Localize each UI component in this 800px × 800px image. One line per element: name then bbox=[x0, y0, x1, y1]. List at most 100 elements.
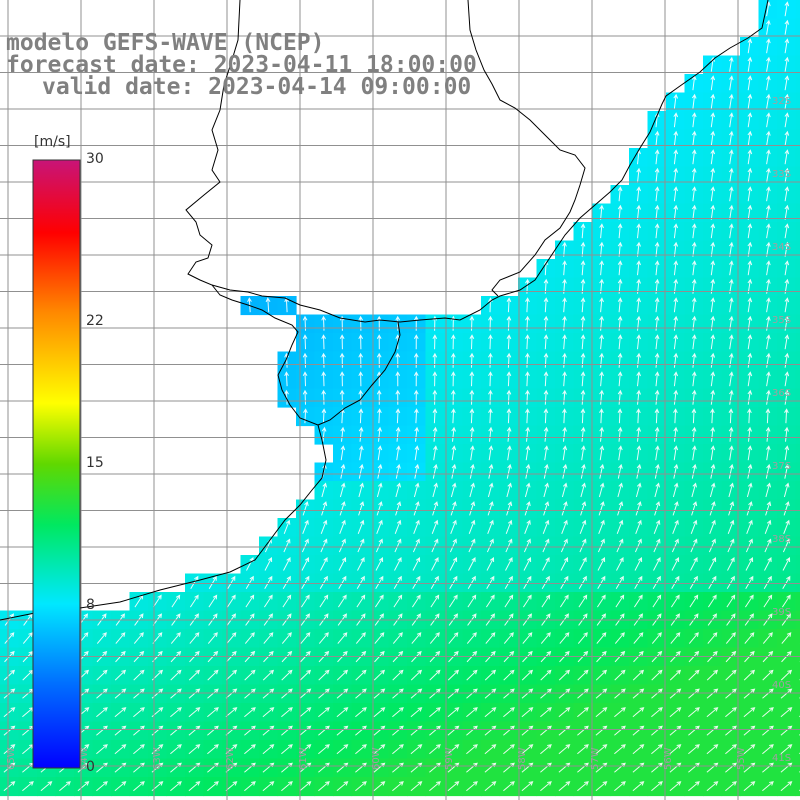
wind-arrow bbox=[562, 408, 567, 424]
wind-arrow bbox=[617, 204, 623, 220]
wind-arrow bbox=[689, 575, 698, 590]
wind-arrow bbox=[747, 352, 753, 368]
wind-arrow bbox=[654, 297, 660, 313]
wind-arrow bbox=[558, 744, 571, 755]
wind-arrow bbox=[208, 575, 217, 590]
wind-arrow bbox=[395, 463, 401, 479]
wind-arrow bbox=[468, 557, 476, 571]
wind-arrow bbox=[299, 669, 312, 681]
wind-arrow bbox=[673, 241, 679, 257]
wind-arrow bbox=[651, 707, 663, 718]
wind-arrow bbox=[747, 38, 753, 54]
wind-arrow bbox=[673, 297, 679, 313]
wind-arrow bbox=[614, 632, 625, 644]
wind-arrow bbox=[617, 463, 623, 479]
wind-arrow bbox=[747, 186, 753, 202]
wind-arrow bbox=[577, 632, 588, 644]
wind-arrow bbox=[244, 781, 256, 792]
wind-arrow bbox=[744, 594, 754, 608]
wind-arrow bbox=[654, 426, 660, 442]
wind-arrow bbox=[374, 632, 385, 644]
wind-arrow bbox=[507, 445, 512, 461]
wind-arrow bbox=[766, 19, 771, 35]
wind-arrow bbox=[729, 260, 734, 276]
wind-arrow bbox=[340, 426, 345, 442]
wind-arrow bbox=[764, 519, 772, 534]
wind-arrow bbox=[301, 538, 309, 553]
wind-arrow bbox=[485, 594, 495, 608]
wind-arrow bbox=[450, 371, 456, 387]
wind-arrow bbox=[691, 149, 697, 165]
wind-arrow bbox=[632, 781, 645, 792]
wind-arrow bbox=[170, 725, 182, 736]
wind-arrow bbox=[358, 426, 364, 442]
lon-label: 55W bbox=[736, 747, 747, 770]
wind-arrow bbox=[577, 781, 589, 792]
wind-arrow bbox=[691, 204, 697, 220]
wind-cell bbox=[795, 555, 800, 575]
wind-arrow bbox=[729, 352, 734, 368]
wind-arrow bbox=[673, 334, 679, 350]
wind-arrow bbox=[710, 167, 716, 183]
wind-arrow bbox=[373, 744, 386, 755]
wind-arrow bbox=[747, 334, 753, 350]
wind-arrow bbox=[729, 186, 734, 202]
wind-arrow bbox=[673, 223, 679, 239]
wind-arrow bbox=[487, 519, 494, 534]
wind-arrow bbox=[133, 781, 145, 792]
wind-arrow bbox=[410, 669, 423, 681]
wind-arrow bbox=[599, 334, 604, 350]
wind-arrow bbox=[393, 575, 402, 590]
wind-arrow bbox=[395, 482, 401, 498]
wind-arrow bbox=[691, 112, 697, 128]
wind-arrow bbox=[170, 632, 181, 644]
wind-arrow bbox=[412, 557, 421, 571]
wind-arrow bbox=[710, 334, 716, 350]
wind-arrow bbox=[395, 426, 401, 442]
wind-arrow bbox=[708, 575, 717, 590]
lat-label: 41S bbox=[772, 753, 791, 764]
wind-arrow bbox=[614, 688, 626, 699]
wind-arrow bbox=[469, 352, 475, 368]
wind-arrow bbox=[339, 352, 345, 368]
wind-arrow bbox=[560, 575, 569, 590]
wind-arrow bbox=[784, 56, 790, 72]
wind-arrow bbox=[506, 426, 512, 442]
wind-arrow bbox=[580, 260, 586, 276]
wind-arrow bbox=[766, 75, 771, 91]
wind-arrow bbox=[319, 594, 329, 608]
wind-arrow bbox=[429, 725, 441, 736]
lon-label: 60W bbox=[371, 747, 382, 770]
wind-arrow bbox=[355, 707, 367, 718]
wind-arrow bbox=[133, 707, 145, 718]
wind-arrow bbox=[301, 557, 310, 571]
wind-arrow bbox=[432, 501, 439, 516]
lon-label: 63W bbox=[152, 747, 163, 770]
wind-arrow bbox=[784, 297, 790, 313]
wind-arrow bbox=[394, 557, 402, 571]
wind-arrow bbox=[432, 371, 438, 387]
wind-arrow bbox=[523, 557, 532, 571]
wind-arrow bbox=[414, 408, 419, 424]
wind-arrow bbox=[133, 632, 144, 644]
wind-arrow bbox=[580, 463, 586, 479]
wind-cell bbox=[795, 666, 800, 686]
wind-arrow bbox=[469, 463, 475, 479]
wind-arrow bbox=[710, 445, 716, 461]
wind-arrow bbox=[710, 186, 716, 202]
wind-arrow bbox=[651, 744, 663, 755]
wind-arrow bbox=[525, 426, 530, 442]
wind-arrow bbox=[225, 707, 238, 718]
wind-arrow bbox=[688, 688, 700, 699]
wind-arrow bbox=[580, 482, 586, 498]
wind-arrow bbox=[673, 463, 679, 479]
wind-arrow bbox=[725, 725, 737, 736]
wind-arrow bbox=[340, 463, 346, 479]
wind-arrow bbox=[395, 389, 401, 405]
wind-arrow bbox=[562, 334, 567, 350]
wind-arrow bbox=[521, 707, 534, 718]
wind-arrow bbox=[762, 725, 774, 736]
wind-arrow bbox=[747, 260, 753, 276]
wind-arrow bbox=[784, 38, 790, 54]
wind-arrow bbox=[358, 463, 364, 479]
